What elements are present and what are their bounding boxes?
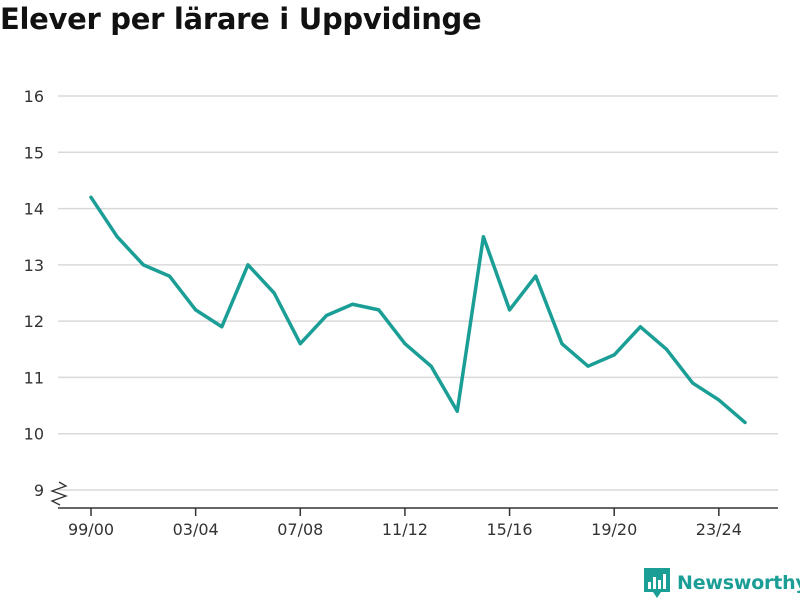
data-point xyxy=(377,308,381,312)
data-point xyxy=(403,342,407,346)
x-tick-label: 19/20 xyxy=(591,520,637,539)
x-tick-label: 15/16 xyxy=(487,520,533,539)
x-axis-ticks: 99/00 03/04 07/08 11/12 15/16 19/20 23/24 xyxy=(68,508,742,539)
x-tick-label: 11/12 xyxy=(382,520,428,539)
data-point xyxy=(351,302,355,306)
data-point xyxy=(246,263,250,267)
data-point xyxy=(612,353,616,357)
y-tick-label: 10 xyxy=(24,425,44,444)
y-tick-label: 9 xyxy=(34,481,44,500)
x-tick-label: 99/00 xyxy=(68,520,114,539)
data-point xyxy=(665,347,669,351)
brand-name: Newsworthy xyxy=(677,572,800,594)
x-tick-label: 07/08 xyxy=(277,520,323,539)
data-point xyxy=(89,195,93,199)
data-point xyxy=(220,325,224,329)
y-tick-label: 15 xyxy=(24,143,44,162)
y-axis-ticks: 9 10 11 12 13 14 15 16 xyxy=(24,87,44,500)
series-line xyxy=(89,195,747,425)
data-point xyxy=(429,364,433,368)
data-point xyxy=(141,263,145,267)
data-point xyxy=(586,364,590,368)
data-point xyxy=(481,235,485,239)
newsworthy-logo-icon xyxy=(644,568,670,598)
data-point xyxy=(194,308,198,312)
data-point xyxy=(691,381,695,385)
data-point xyxy=(534,274,538,278)
gridlines xyxy=(58,95,778,491)
data-point xyxy=(717,398,721,402)
data-point xyxy=(115,235,119,239)
y-tick-label: 16 xyxy=(24,87,44,106)
y-tick-label: 13 xyxy=(24,256,44,275)
data-point xyxy=(455,409,459,413)
x-tick-label: 03/04 xyxy=(173,520,219,539)
newsworthy-brand: Newsworthy xyxy=(644,568,800,598)
data-point xyxy=(743,420,747,424)
data-point xyxy=(508,308,512,312)
y-tick-label: 12 xyxy=(24,312,44,331)
data-point xyxy=(167,274,171,278)
data-point xyxy=(638,325,642,329)
y-tick-label: 14 xyxy=(24,200,44,219)
y-tick-label: 11 xyxy=(24,368,44,387)
data-point xyxy=(298,342,302,346)
data-point xyxy=(272,291,276,295)
chart-title: Elever per lärare i Uppvidinge xyxy=(0,2,482,36)
axis-break-icon xyxy=(50,481,68,506)
data-point xyxy=(560,342,564,346)
data-point xyxy=(324,314,328,318)
series-group xyxy=(89,195,747,425)
x-tick-label: 23/24 xyxy=(696,520,742,539)
x-axis xyxy=(50,481,778,509)
